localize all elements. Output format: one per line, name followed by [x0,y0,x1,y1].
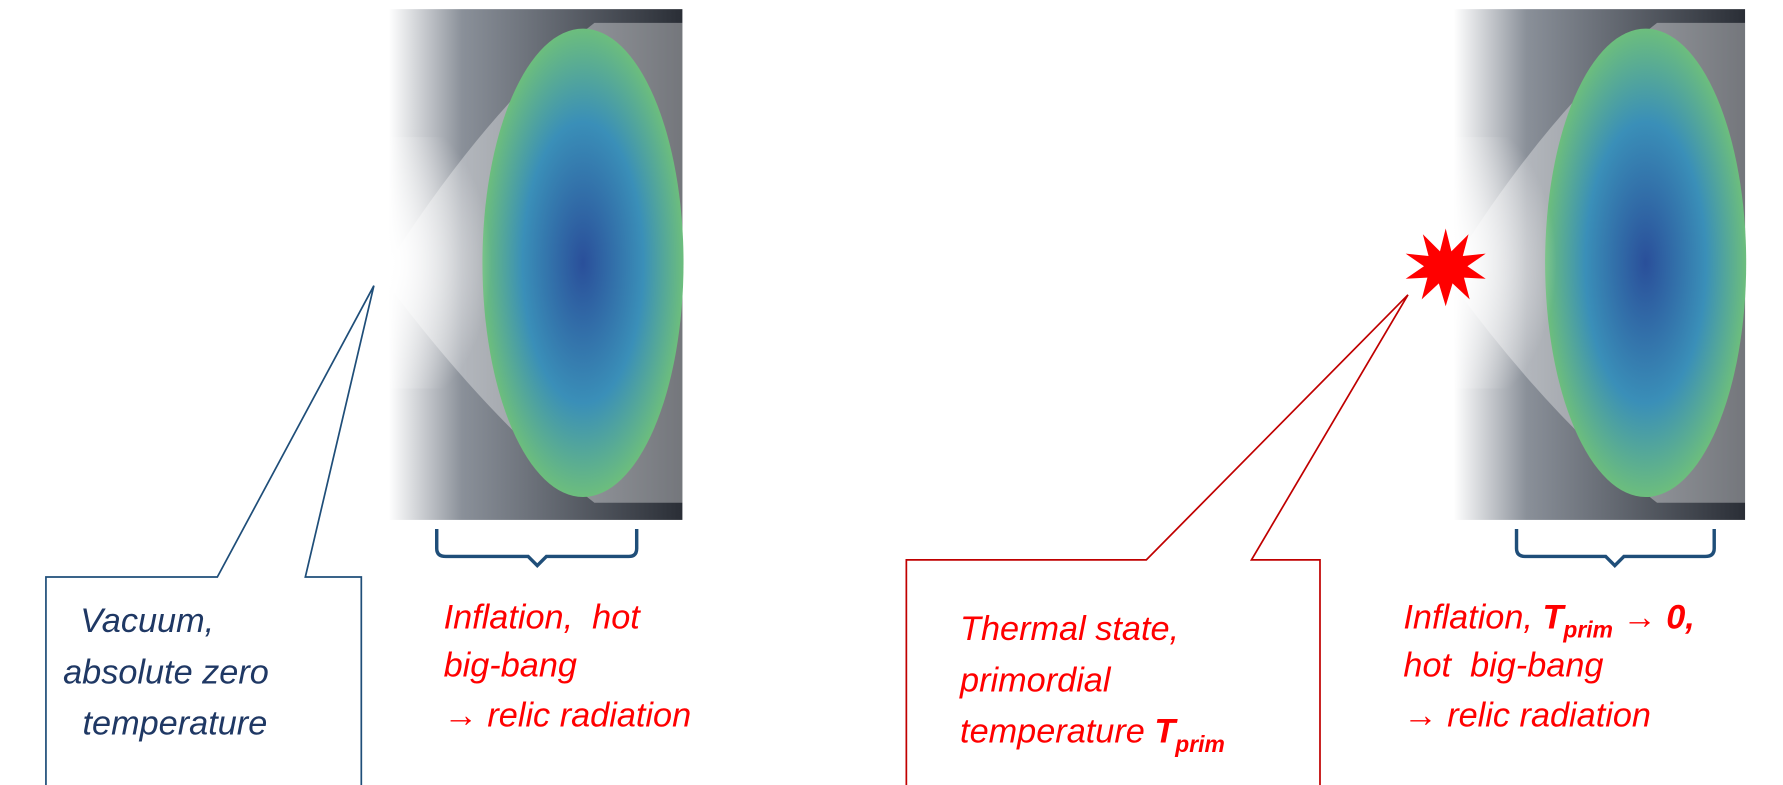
caption-text: Inflation, Tprim → 0, hot big-bang → rel… [1403,598,1704,734]
text: big-bang [444,646,577,684]
text: temperature [960,713,1154,751]
cmb-image-left [389,9,684,520]
text: prim [1174,731,1225,757]
text: hot big-bang [1403,646,1603,684]
callout-box [906,295,1408,785]
text: Inflation, [1403,598,1542,636]
slide: Vacuum, absolute zero temperature Inflat… [0,0,1783,785]
text: Vacuum, [80,602,214,640]
bracket [1517,529,1715,566]
text: Inflation, hot [444,598,642,636]
text: → relic radiation [1403,697,1651,735]
text: Thermal state, [960,610,1179,648]
caption-text: Inflation, hot big-bang → relic radiatio… [444,598,692,734]
cmb-image-right [1454,9,1747,520]
text: primordial [959,661,1112,699]
text: absolute zero [63,653,269,691]
text: temperature [83,705,268,743]
text: → relic radiation [444,697,692,735]
text: → 0, [1613,598,1695,636]
bracket [437,529,637,566]
text: prim [1562,617,1613,643]
